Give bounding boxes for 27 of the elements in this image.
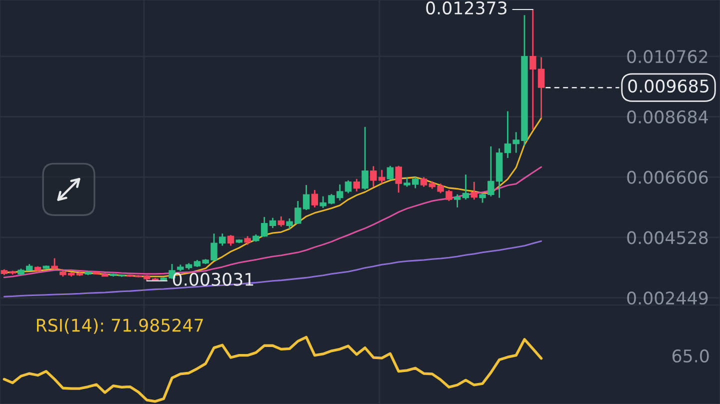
candlestick	[529, 8, 536, 130]
candlestick	[353, 178, 360, 192]
candlestick	[386, 165, 394, 180]
candlestick	[227, 234, 234, 246]
text: 65.0	[672, 349, 709, 363]
y-tick-label: 0.002449	[627, 291, 708, 305]
y-tick-label: 0.008684	[627, 110, 708, 124]
candlestick	[362, 126, 368, 190]
y-tick-label: 0.006606	[627, 170, 708, 184]
chart-title: RSI(14): 71.985247	[36, 318, 203, 334]
candlestick	[269, 217, 276, 229]
candlestick	[454, 194, 461, 208]
candlestick	[395, 165, 402, 194]
candlestick	[538, 56, 545, 119]
candlestick	[420, 176, 428, 188]
line-series	[3, 240, 542, 298]
candlestick	[344, 180, 352, 194]
y-tick-label: 0.010762	[627, 50, 708, 64]
candlestick	[470, 181, 478, 200]
candlestick	[462, 174, 470, 200]
candlestick	[278, 216, 284, 228]
annotation: 0.003031	[173, 272, 254, 286]
y-tick-label: 0.004528	[627, 231, 708, 244]
annotation: 0.012373	[426, 1, 506, 15]
ref-line-label: 0.009685	[628, 79, 708, 93]
candlestick	[51, 258, 58, 270]
candlestick	[311, 189, 318, 208]
